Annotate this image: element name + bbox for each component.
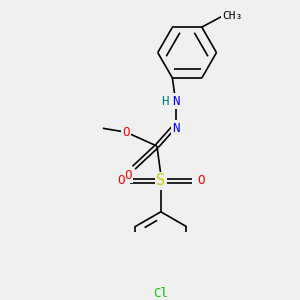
Text: CH₃: CH₃ xyxy=(223,11,243,20)
Text: O: O xyxy=(197,174,205,188)
Text: O: O xyxy=(122,126,130,139)
Text: N: N xyxy=(172,95,180,108)
Text: H: H xyxy=(161,95,168,108)
Text: N: N xyxy=(172,122,180,135)
Text: Cl: Cl xyxy=(153,287,168,300)
Text: S: S xyxy=(156,173,165,188)
Text: O: O xyxy=(124,169,131,182)
Text: O: O xyxy=(117,174,124,188)
